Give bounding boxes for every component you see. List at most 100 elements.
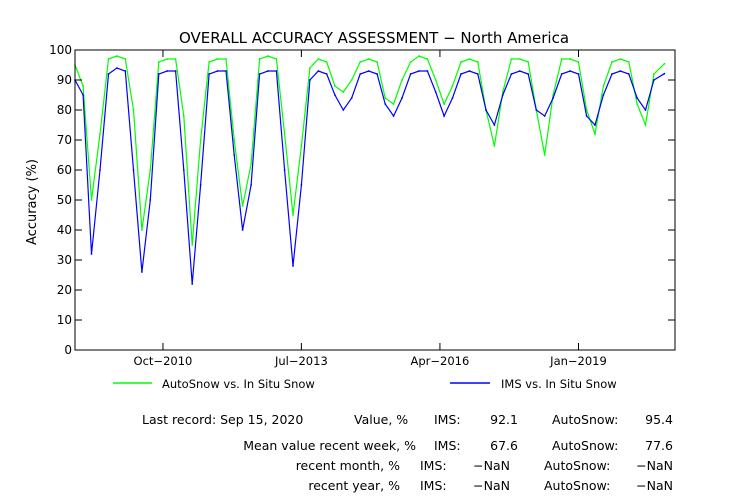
series-point [663, 62, 666, 65]
week-autosnow-label: AutoSnow: [552, 438, 619, 453]
series-point [627, 61, 630, 63]
year-autosnow-value: −NaN [636, 478, 673, 493]
series-point [258, 58, 261, 60]
week-ims-value: 67.6 [490, 438, 518, 453]
series-point [611, 61, 613, 63]
series-point [141, 229, 143, 231]
series-point [317, 70, 320, 72]
series-point [535, 109, 538, 111]
y-tick-label: 100 [49, 43, 72, 57]
series-point [653, 79, 655, 81]
series-point [644, 124, 647, 126]
series-point [250, 184, 253, 186]
y-tick-label: 60 [57, 163, 72, 177]
ims-value: 92.1 [490, 412, 518, 427]
series-point [208, 61, 211, 63]
series-point [99, 133, 101, 135]
series-point [199, 184, 202, 186]
series-point [476, 73, 479, 75]
series-point [233, 154, 236, 156]
legend-label-ims: IMS vs. In Situ Snow [501, 377, 617, 391]
series-point [460, 61, 462, 63]
series-point [527, 61, 530, 63]
series-point [602, 85, 605, 87]
series-point [434, 91, 437, 93]
series-point [275, 58, 278, 60]
series-point [585, 115, 588, 117]
series-point [342, 91, 345, 93]
series-point [157, 73, 160, 75]
series-point [267, 55, 269, 57]
series-point [107, 58, 110, 60]
series-point [434, 79, 437, 81]
series-point [359, 73, 362, 75]
series-point [376, 61, 378, 63]
series-point [594, 133, 596, 135]
autosnow-label: AutoSnow: [552, 412, 619, 427]
series-point [560, 58, 563, 60]
series-point [468, 58, 471, 60]
series-point [460, 73, 462, 75]
week-autosnow-value: 77.6 [645, 438, 673, 453]
series-point [350, 97, 353, 99]
series-point [552, 97, 554, 99]
y-tick-label: 0 [64, 343, 72, 357]
series-point [149, 169, 152, 171]
series-point [543, 115, 546, 117]
series-point [99, 169, 101, 171]
legend-label-autosnow: AutoSnow vs. In Situ Snow [162, 377, 315, 391]
series-point [132, 109, 135, 111]
series-point [510, 73, 513, 75]
y-tick-label: 10 [57, 313, 72, 327]
series-point [292, 214, 294, 216]
series-point [485, 109, 487, 111]
month-autosnow-label: AutoSnow: [544, 458, 611, 473]
plot-frame [74, 49, 676, 351]
series-point [527, 73, 530, 75]
series-point [585, 109, 588, 111]
series-point [376, 73, 378, 75]
week-label: Mean value recent week, % [243, 438, 416, 453]
y-tick-label: 80 [57, 103, 72, 117]
series-point [392, 115, 395, 117]
series-point [594, 124, 596, 126]
series-point [216, 58, 219, 60]
chart-title: OVERALL ACCURACY ASSESSMENT − North Amer… [179, 29, 569, 47]
series-point [258, 73, 261, 75]
x-tick-label: Jan−2019 [549, 354, 607, 368]
series-point [182, 169, 185, 171]
series-point [518, 58, 521, 60]
series-point [602, 94, 605, 96]
series-point [518, 70, 521, 72]
series-point [241, 229, 244, 231]
series-point [569, 70, 571, 72]
series-point [191, 244, 194, 246]
series-point [443, 103, 445, 105]
series-point [166, 58, 169, 60]
series-point [619, 58, 622, 60]
series-point [141, 271, 143, 273]
series-point [367, 70, 370, 72]
series-point [611, 73, 613, 75]
series-point [367, 58, 370, 60]
year-label: recent year, % [308, 478, 400, 493]
year-autosnow-label: AutoSnow: [544, 478, 611, 493]
month-ims-label: IMS: [420, 458, 447, 473]
series-point [451, 97, 454, 99]
series-point [334, 94, 336, 96]
autosnow-value: 95.4 [645, 412, 673, 427]
y-tick-label: 50 [57, 193, 72, 207]
series-point [191, 283, 194, 285]
series-point [124, 70, 127, 72]
series-point [493, 145, 496, 147]
series-point [577, 73, 580, 75]
series-point [401, 79, 403, 81]
month-label: recent month, % [295, 458, 400, 473]
series-point [325, 73, 328, 75]
series-point [283, 169, 286, 171]
series-point [157, 61, 160, 63]
series-point [82, 85, 84, 87]
x-tick-label: Oct−2010 [134, 354, 193, 368]
series-point [225, 70, 227, 72]
series-point [283, 133, 286, 135]
